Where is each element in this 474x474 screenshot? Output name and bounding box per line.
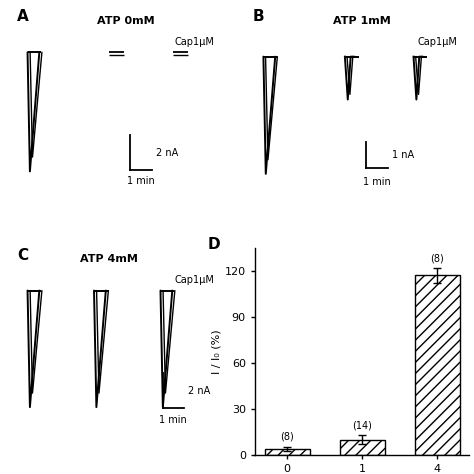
Y-axis label: I / I₀ (%): I / I₀ (%) xyxy=(212,329,222,374)
Text: 2 nA: 2 nA xyxy=(156,147,178,157)
Text: Cap1μM: Cap1μM xyxy=(175,37,215,47)
Text: 1 min: 1 min xyxy=(159,415,187,425)
Text: B: B xyxy=(253,9,264,25)
Text: ATP 0mM: ATP 0mM xyxy=(97,16,155,26)
Text: Cap1μM: Cap1μM xyxy=(417,37,457,47)
Text: (14): (14) xyxy=(352,420,372,430)
Text: 1 min: 1 min xyxy=(363,177,391,187)
Text: (8): (8) xyxy=(280,432,294,442)
Text: ATP 4mM: ATP 4mM xyxy=(80,254,138,264)
Text: ATP 1mM: ATP 1mM xyxy=(333,16,391,26)
Text: (8): (8) xyxy=(430,253,444,263)
Text: Cap1μM: Cap1μM xyxy=(175,275,215,285)
Text: A: A xyxy=(17,9,28,25)
Text: 1 min: 1 min xyxy=(128,176,155,186)
Bar xyxy=(264,449,310,455)
Bar xyxy=(339,440,384,455)
Text: 1 nA: 1 nA xyxy=(392,150,414,160)
Text: 2 nA: 2 nA xyxy=(188,386,210,396)
Text: D: D xyxy=(208,237,220,253)
Bar xyxy=(415,275,459,455)
Text: C: C xyxy=(17,248,28,263)
